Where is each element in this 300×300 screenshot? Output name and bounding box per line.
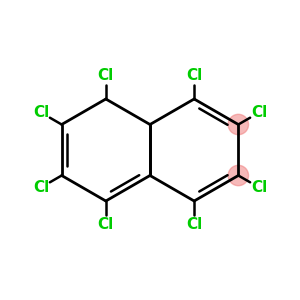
Text: Cl: Cl <box>251 105 267 120</box>
Text: Cl: Cl <box>186 68 202 83</box>
Text: Cl: Cl <box>186 217 202 232</box>
Text: Cl: Cl <box>251 180 267 195</box>
Circle shape <box>228 165 248 186</box>
Text: Cl: Cl <box>98 217 114 232</box>
Text: Cl: Cl <box>98 68 114 83</box>
Text: Cl: Cl <box>33 180 49 195</box>
Circle shape <box>228 114 248 135</box>
Text: Cl: Cl <box>33 105 49 120</box>
